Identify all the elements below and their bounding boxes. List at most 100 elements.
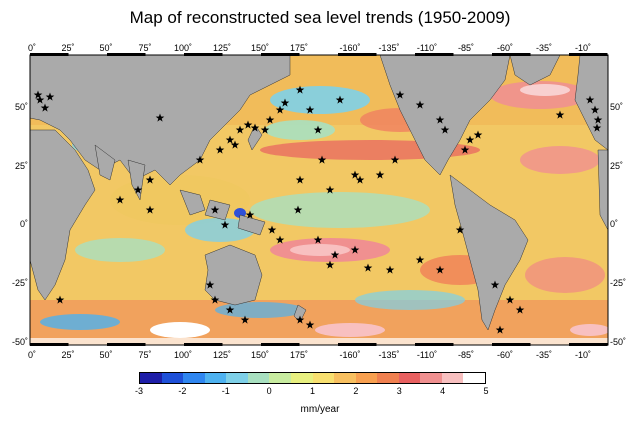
lon-top-label: -85˚ — [457, 43, 474, 53]
lat-right-label: -50˚ — [610, 337, 627, 347]
map-field — [30, 55, 608, 345]
frame-tick — [107, 343, 146, 346]
tide-gauge-star — [240, 315, 250, 324]
lon-top-label: -110˚ — [416, 43, 438, 53]
lon-top-label: 75˚ — [138, 43, 152, 53]
frame-tick — [30, 343, 69, 346]
tide-gauge-star — [220, 220, 230, 229]
lon-top-label: 50˚ — [99, 43, 113, 53]
tide-gauge-star — [295, 315, 305, 324]
colorbar-segment — [463, 373, 485, 383]
tide-gauge-star — [33, 90, 43, 99]
frame-tick — [569, 343, 608, 346]
tide-gauge-star — [313, 235, 323, 244]
tide-gauge-star — [317, 155, 327, 164]
tide-gauge-star — [295, 175, 305, 184]
colorbar-segment — [441, 373, 464, 383]
lon-top-label: 0˚ — [27, 43, 36, 53]
tide-gauge-star — [350, 245, 360, 254]
tide-gauge-star — [330, 250, 340, 259]
colorbar-tick-label: -1 — [221, 386, 230, 396]
tide-gauge-star — [260, 125, 270, 134]
tide-gauge-star — [40, 103, 50, 112]
tide-gauge-star — [195, 155, 205, 164]
colorbar-tick-label: -2 — [178, 386, 187, 396]
tide-gauge-star — [293, 205, 303, 214]
tide-gauge-star — [590, 105, 600, 114]
colorbar-segment — [312, 373, 335, 383]
lon-top-label: 100˚ — [173, 43, 192, 53]
frame-tick — [338, 343, 377, 346]
colorbar-segment — [334, 373, 356, 383]
tide-gauge-star — [155, 113, 165, 122]
lon-bottom-label: 50˚ — [99, 350, 113, 360]
lat-left-label: -50˚ — [11, 337, 28, 347]
lon-bottom-label: 125˚ — [212, 350, 231, 360]
lon-bottom-label: -35˚ — [535, 350, 552, 360]
tide-gauge-star — [243, 120, 253, 129]
tide-gauge-star — [305, 320, 315, 329]
lon-bottom-label: 0˚ — [27, 350, 36, 360]
lon-bottom-label: -10˚ — [574, 350, 591, 360]
frame-tick — [415, 343, 454, 346]
lon-bottom-label: -60˚ — [496, 350, 513, 360]
tide-gauge-star — [305, 105, 315, 114]
tide-gauge-star — [275, 235, 285, 244]
frame-tick — [492, 53, 531, 56]
colorbar-segment — [140, 373, 162, 383]
tide-gauge-star — [230, 140, 240, 149]
colorbar-tick-label: 3 — [396, 386, 402, 396]
map-frame-ticks — [30, 53, 608, 346]
frame-tick — [261, 53, 300, 56]
tide-gauge-star — [415, 100, 425, 109]
tide-gauge-star — [55, 295, 65, 304]
lon-bottom-label: 100˚ — [173, 350, 192, 360]
tide-gauge-star — [385, 265, 395, 274]
lat-left-label: 0˚ — [19, 219, 28, 229]
tide-gauge-star — [35, 95, 45, 104]
tide-gauge-star — [460, 145, 470, 154]
frame-tick — [492, 343, 531, 346]
tide-gauge-star — [235, 125, 245, 134]
lat-right-label: -25˚ — [610, 278, 627, 288]
tide-gauge-star — [363, 263, 373, 272]
colorbar-segment — [204, 373, 227, 383]
tide-gauge-star — [267, 225, 277, 234]
lat-right-label: 0˚ — [610, 219, 619, 229]
lon-top-label: 175˚ — [289, 43, 308, 53]
colorbar-segment — [290, 373, 313, 383]
tide-gauge-star — [335, 95, 345, 104]
tide-gauge-star — [415, 255, 425, 264]
tide-gauge-star — [585, 95, 595, 104]
tide-gauge-star — [325, 185, 335, 194]
colorbar-segment — [183, 373, 205, 383]
lat-right-label: 50˚ — [610, 102, 624, 112]
tide-gauge-star — [592, 123, 602, 132]
tide-gauge-star — [210, 295, 220, 304]
colorbar-segment — [161, 373, 184, 383]
lat-left-label: 50˚ — [14, 102, 28, 112]
tide-gauge-star — [275, 105, 285, 114]
tide-gauge-star — [245, 210, 255, 219]
frame-tick — [261, 343, 300, 346]
tide-gauge-star — [440, 125, 450, 134]
tide-gauge-star — [313, 125, 323, 134]
tide-gauge-star — [495, 325, 505, 334]
frame-tick — [107, 53, 146, 56]
frame-tick — [184, 343, 223, 346]
colorbar-tick-label: 0 — [266, 386, 272, 396]
tide-gauge-star — [395, 90, 405, 99]
colorbar-segment — [398, 373, 421, 383]
frame-tick — [184, 53, 223, 56]
colorbar-tick-label: 1 — [309, 386, 315, 396]
tide-gauge-star — [350, 170, 360, 179]
colorbar-segment — [226, 373, 248, 383]
tide-gauge-star — [325, 260, 335, 269]
lat-left-label: -25˚ — [11, 278, 28, 288]
tide-gauge-star — [205, 280, 215, 289]
tide-gauge-star — [45, 92, 55, 101]
colorbar-segment — [269, 373, 291, 383]
frame-tick — [415, 53, 454, 56]
lon-bottom-label: 25˚ — [61, 350, 75, 360]
